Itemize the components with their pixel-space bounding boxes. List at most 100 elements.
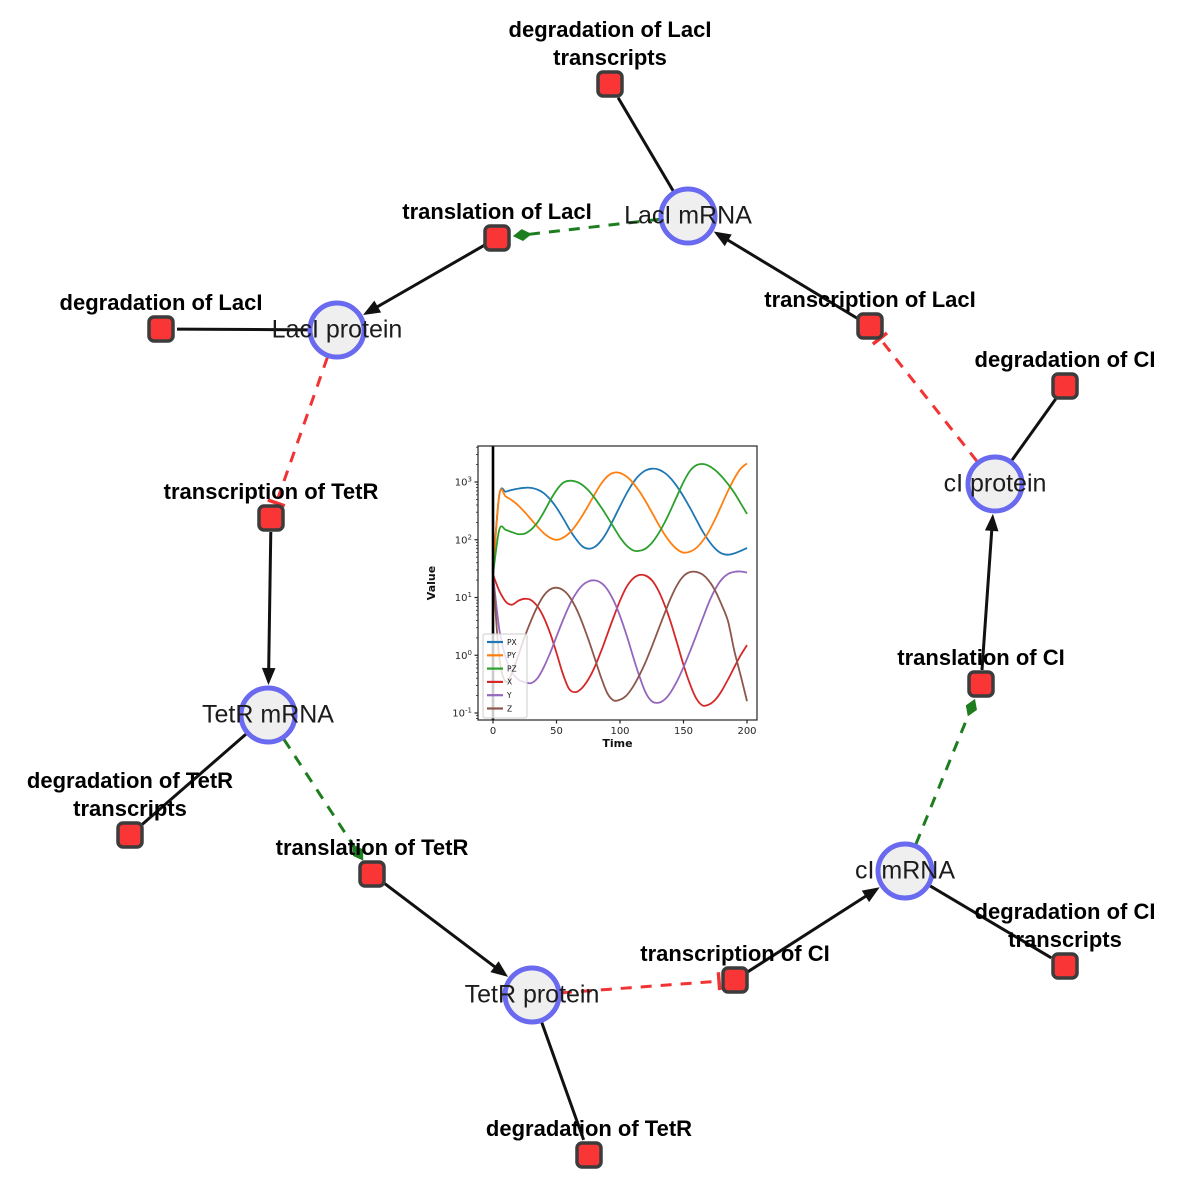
- translation-of-tetR-label: translation of TetR: [275, 835, 469, 860]
- activation-diamond-icon: [512, 229, 532, 242]
- transcription-of-tetR-label: transcription of TetR: [163, 479, 379, 504]
- activation-diamond-icon: [965, 698, 977, 717]
- y-tick-label: 102: [455, 533, 472, 546]
- species-node-cI-mRNA: [875, 841, 935, 901]
- process-node-translation-of-cI: [967, 670, 995, 698]
- x-axis-title: Time: [602, 737, 632, 750]
- x-tick-label: 150: [674, 726, 693, 737]
- edge-tetR-mRNA--degradation-of-tetR-transcripts: [141, 732, 248, 826]
- process-node-translation-of-tetR: [358, 860, 386, 888]
- edge-cI-protein--transcription-of-lacI: [881, 341, 979, 463]
- degradation-of-lacI-transcripts-label: transcripts: [553, 45, 667, 70]
- species-node-lacI-mRNA: [658, 186, 718, 246]
- series-line-PX: [492, 467, 748, 570]
- degradation-of-lacI-label: degradation of LacI: [59, 290, 263, 315]
- edge-tetR-protein--degradation-of-tetR: [540, 1021, 586, 1141]
- series-line-PZ: [492, 463, 748, 575]
- edge-cI-mRNA--degradation-of-cI-transcripts: [929, 884, 1053, 960]
- degradation-of-cI-transcripts-label: transcripts: [1008, 927, 1122, 952]
- legend-label-Z: Z: [507, 704, 512, 713]
- legend-label-PZ: PZ: [507, 664, 517, 673]
- species-node-cI-protein: [965, 454, 1025, 514]
- cI-protein-label: cI protein: [943, 469, 1047, 498]
- y-axis-title: Value: [427, 566, 438, 600]
- y-tick-label: 101: [455, 591, 472, 604]
- inhibition-tee-icon: [267, 498, 286, 508]
- lacI-protein-label: LacI protein: [271, 315, 403, 344]
- series-line-Z: [492, 570, 748, 702]
- edge-lacI-protein--transcription-of-tetR: [276, 356, 329, 499]
- process-node-degradation-of-cI: [1051, 372, 1079, 400]
- cI-mRNA-label: cI mRNA: [855, 856, 955, 885]
- edge-lacI-mRNA--degradation-of-lacI-transcripts: [616, 97, 675, 192]
- edge-transcription-of-lacI--lacI-mRNA: [724, 236, 859, 321]
- translation-of-lacI-label: translation of LacI: [402, 199, 592, 224]
- edge-translation-of-lacI--lacI-protein: [373, 243, 486, 310]
- process-node-transcription-of-tetR: [257, 504, 285, 532]
- process-node-degradation-of-cI-transcripts: [1051, 952, 1079, 980]
- degradation-of-tetR-transcripts-label: transcripts: [73, 796, 187, 821]
- process-node-translation-of-lacI: [483, 224, 511, 252]
- edge-cI-mRNA--translation-of-cI: [914, 713, 971, 845]
- transcription-of-lacI-label: transcription of LacI: [764, 287, 976, 312]
- plot-legend: PX PY PZ XYZ: [482, 633, 528, 719]
- y-tick-label: 103: [455, 476, 472, 489]
- species-node-lacI-protein: [307, 300, 367, 360]
- edge-lacI-mRNA--translation-of-lacI: [528, 217, 660, 236]
- degradation-of-cI-transcripts-label: degradation of CI: [974, 899, 1156, 924]
- translation-of-cI-label: translation of CI: [897, 645, 1065, 670]
- activation-diamond-icon: [352, 844, 364, 861]
- edges-layer: [141, 97, 1057, 1141]
- series-line-X: [492, 573, 748, 707]
- species-node-tetR-protein: [502, 965, 562, 1025]
- edge-transcription-of-cI--cI-mRNA: [745, 892, 870, 974]
- series-line-Y: [492, 570, 748, 704]
- process-node-degradation-of-lacI: [147, 315, 175, 343]
- edge-tetR-mRNA--translation-of-tetR: [282, 738, 356, 849]
- x-tick-label: 0: [490, 726, 496, 737]
- legend-label-PX: PX: [507, 638, 517, 647]
- nodes-layer: [116, 70, 1079, 1169]
- process-node-degradation-of-lacI-transcripts: [596, 70, 624, 98]
- transcription-of-cI-label: transcription of CI: [640, 941, 830, 966]
- degradation-of-lacI-transcripts-label: degradation of LacI: [508, 17, 712, 42]
- tetR-protein-label: TetR protein: [464, 980, 600, 1009]
- plot-series-layer: [491, 446, 748, 720]
- process-node-transcription-of-lacI: [856, 312, 884, 340]
- legend-label-Y: Y: [506, 691, 512, 700]
- x-tick-label: 200: [737, 726, 756, 737]
- arrowhead-icon: [363, 300, 382, 316]
- tetR-mRNA-label: TetR mRNA: [202, 700, 334, 729]
- arrowhead-icon: [261, 667, 276, 686]
- arrowhead-icon: [490, 961, 509, 977]
- lacI-mRNA-label: LacI mRNA: [624, 201, 752, 230]
- legend-label-PY: PY: [507, 651, 516, 660]
- series-line-PY: [492, 462, 748, 575]
- x-tick-label: 50: [550, 726, 563, 737]
- degradation-of-tetR-label: degradation of TetR: [485, 1116, 693, 1141]
- edge-translation-of-cI--cI-protein: [980, 526, 994, 671]
- edge-cI-protein--degradation-of-cI: [1010, 398, 1057, 462]
- edge-translation-of-tetR--tetR-protein: [382, 881, 499, 971]
- edge-tetR-protein--transcription-of-cI: [560, 980, 715, 995]
- simulation-plot: 0 50 100 150 20010310210110010-1TimeValuePXP…: [427, 445, 758, 750]
- process-node-transcription-of-cI: [721, 966, 749, 994]
- degradation-of-tetR-transcripts-label: degradation of TetR: [26, 768, 234, 793]
- inhibition-tee-icon: [716, 972, 722, 991]
- arrowhead-icon: [861, 887, 880, 903]
- axes-frame: [477, 445, 758, 721]
- y-tick-label: 10-1: [452, 707, 472, 720]
- arrowhead-icon: [713, 231, 732, 247]
- process-node-degradation-of-tetR-transcripts: [116, 821, 144, 849]
- species-node-tetR-mRNA: [238, 685, 298, 745]
- process-node-degradation-of-tetR: [575, 1141, 603, 1169]
- degradation-of-cI-label: degradation of CI: [974, 347, 1156, 372]
- y-tick-label: 100: [455, 649, 472, 662]
- edge-transcription-of-tetR--tetR-mRNA: [267, 531, 273, 673]
- arrowhead-icon: [984, 513, 999, 532]
- x-tick-label: 100: [610, 726, 629, 737]
- legend-label-X: X: [507, 678, 512, 687]
